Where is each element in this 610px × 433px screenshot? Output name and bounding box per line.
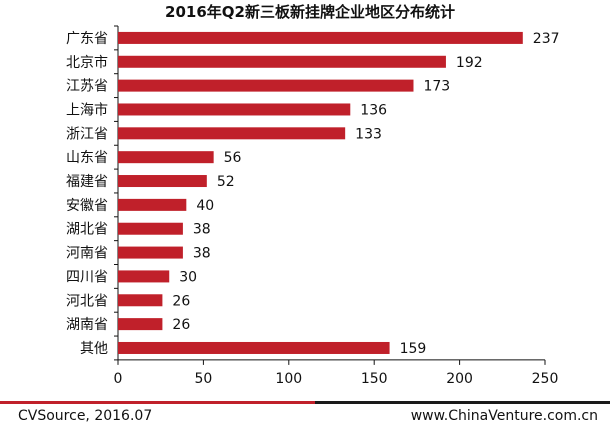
value-label: 136 — [360, 102, 387, 118]
category-label: 湖南省 — [66, 317, 108, 333]
footer-rule — [315, 401, 610, 404]
bar — [118, 198, 187, 211]
value-label: 30 — [179, 269, 197, 285]
x-tick-label: 100 — [275, 371, 302, 387]
value-label: 192 — [456, 55, 483, 71]
category-label: 江苏省 — [66, 79, 108, 95]
bar — [118, 151, 214, 164]
category-label: 福建省 — [66, 174, 108, 190]
x-tick-label: 50 — [194, 371, 212, 387]
chart-title: 2016年Q2新三板新挂牌企业地区分布统计 — [165, 3, 455, 21]
category-label: 其他 — [80, 341, 108, 357]
value-label: 40 — [196, 198, 214, 214]
x-tick-label: 0 — [114, 371, 123, 387]
bar — [118, 175, 207, 188]
value-label: 52 — [217, 174, 235, 190]
value-label: 173 — [423, 79, 450, 95]
value-label: 38 — [193, 246, 211, 262]
x-tick-label: 200 — [446, 371, 473, 387]
value-label: 38 — [193, 222, 211, 238]
bar — [118, 31, 523, 44]
bar — [118, 55, 446, 68]
category-label: 广东省 — [66, 31, 108, 47]
bar — [118, 79, 414, 92]
bar — [118, 246, 183, 259]
value-label: 159 — [400, 341, 427, 357]
category-label: 安徽省 — [66, 198, 108, 214]
chart-bars — [118, 31, 523, 354]
bar — [118, 318, 163, 331]
website-link[interactable]: www.ChinaVenture.com.cn — [410, 408, 598, 424]
value-label: 26 — [172, 293, 190, 309]
bar — [118, 270, 170, 283]
x-tick-label: 150 — [361, 371, 388, 387]
footer-rule-accent — [0, 401, 315, 404]
bar — [118, 341, 390, 354]
category-label: 河南省 — [66, 246, 108, 262]
bar — [118, 294, 163, 307]
value-label: 237 — [533, 31, 560, 47]
value-label: 26 — [172, 317, 190, 333]
value-label: 133 — [355, 126, 382, 142]
source-note: CVSource, 2016.07 — [18, 408, 153, 424]
value-label: 56 — [224, 150, 242, 166]
chart-axes: 0 50 100 150 200 250 — [114, 25, 559, 387]
category-label: 山东省 — [66, 150, 108, 166]
x-tick-label: 250 — [532, 371, 559, 387]
bar — [118, 127, 346, 140]
chart-labels: 广东省 237 北京市 192 江苏省 173 上海市 136 浙江省 133 山东省 56 福建省 52… — [66, 31, 560, 357]
category-label: 北京市 — [66, 54, 108, 71]
category-label: 上海市 — [66, 101, 108, 118]
category-label: 河北省 — [66, 293, 108, 309]
category-label: 湖北省 — [66, 222, 108, 238]
category-label: 四川省 — [66, 269, 108, 285]
bar — [118, 103, 351, 116]
category-label: 浙江省 — [66, 126, 108, 142]
bar — [118, 222, 183, 235]
